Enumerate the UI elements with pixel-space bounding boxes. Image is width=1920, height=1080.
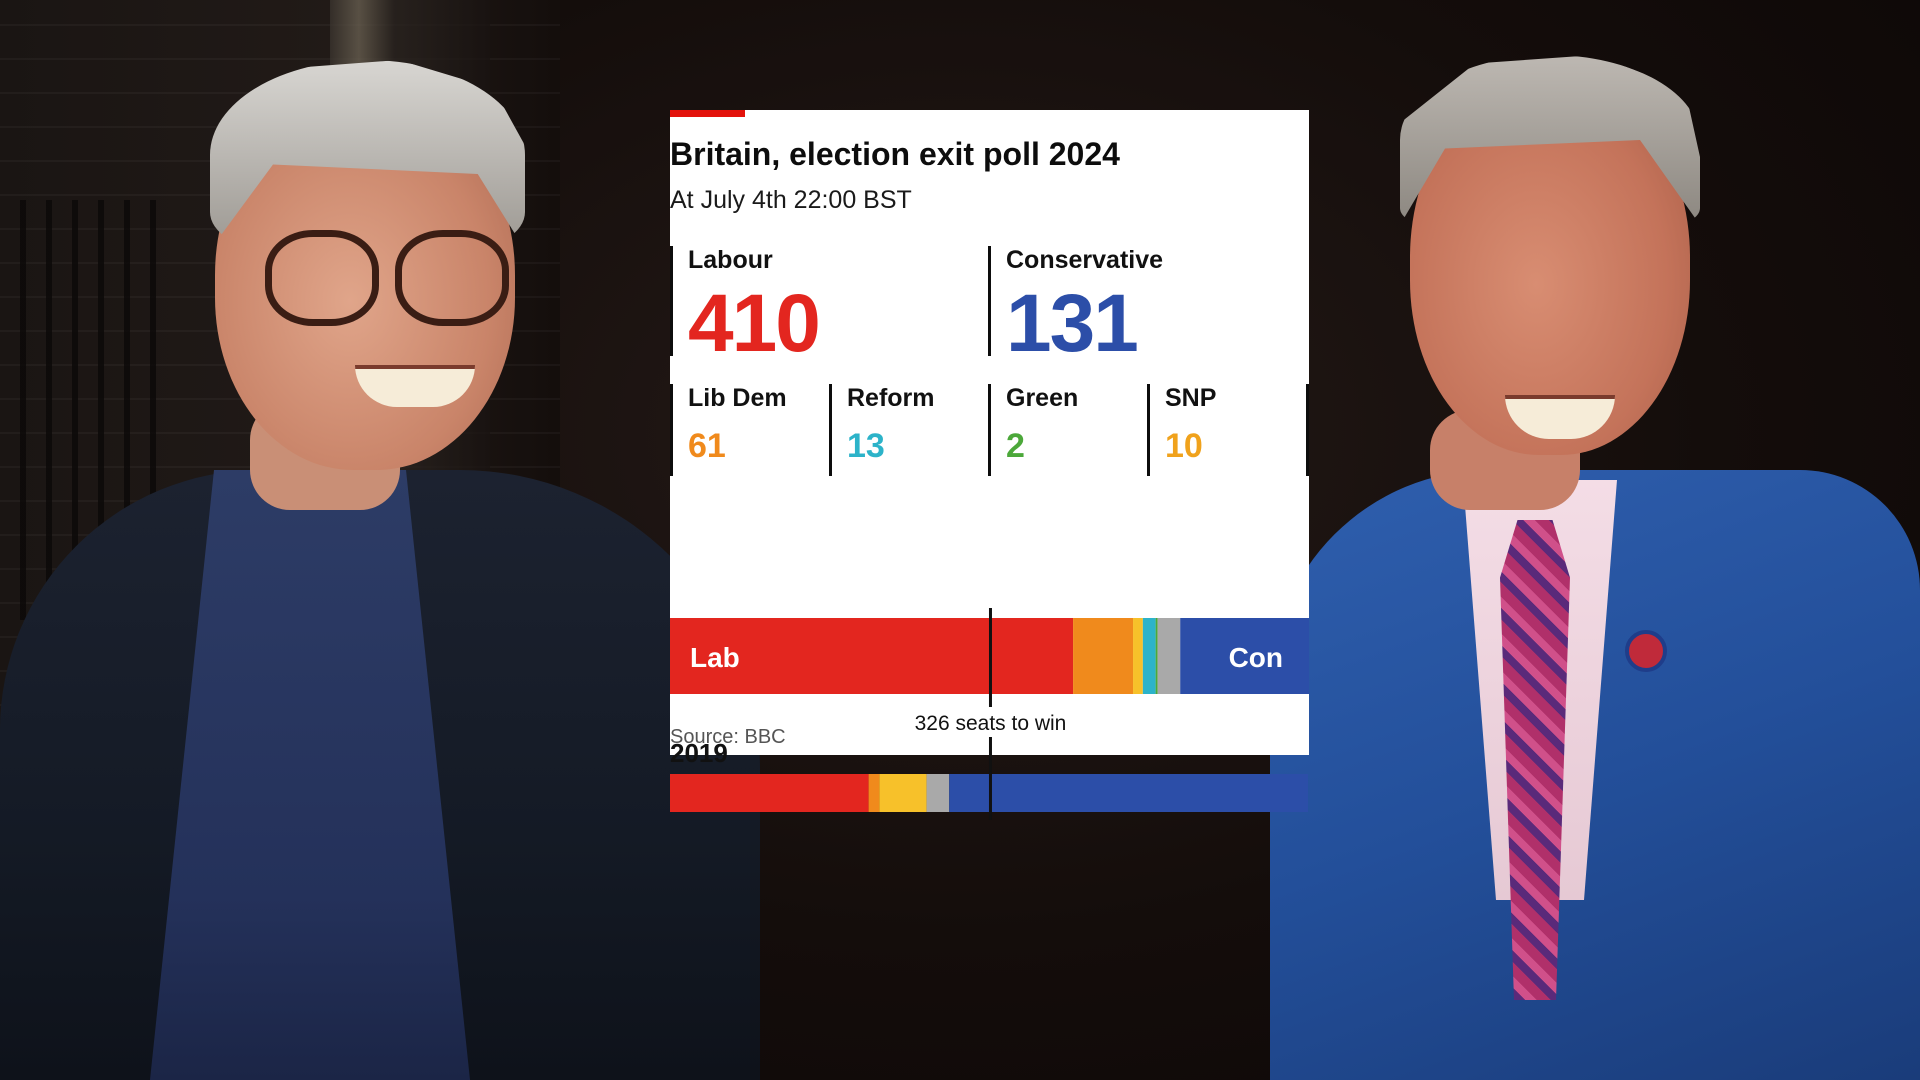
- party-name-green: Green: [1006, 384, 1079, 412]
- left-person-smile: [355, 365, 475, 407]
- seats-snp: 10: [1165, 427, 1203, 465]
- party-name-reform: Reform: [847, 384, 935, 412]
- bar-2024-segment-snp: [1133, 618, 1143, 694]
- bar-label-lab: Lab: [690, 642, 740, 673]
- majority-label-bg: [908, 707, 1073, 737]
- majority-label: 326 seats to win: [915, 712, 1067, 735]
- bar-2019-segment-conservative: [949, 774, 1309, 812]
- party-libdem: Lib Dem 61: [670, 384, 787, 476]
- party-green: Green 2: [988, 384, 1078, 476]
- column-divider: [1306, 384, 1309, 476]
- bar-2019-segment-labour: [670, 774, 869, 812]
- seats-reform: 13: [847, 427, 885, 465]
- exit-poll-chart-card: Britain, election exit poll 2024 At July…: [670, 110, 1309, 820]
- year-2019-label: 2019: [670, 738, 728, 768]
- party-conservative: Conservative 131: [988, 246, 1164, 365]
- accent-bar: [670, 110, 745, 117]
- chart-title: Britain, election exit poll 2024: [670, 136, 1120, 172]
- party-name-conservative: Conservative: [1006, 246, 1164, 274]
- seats-labour: 410: [688, 278, 821, 369]
- seat-bar-chart: Lab Con 326 seats to win 2019: [670, 608, 1309, 820]
- bar-2024-segment-other: [1157, 618, 1181, 694]
- bar-label-con: Con: [1229, 642, 1283, 673]
- bar-2024-segment-lib-dem: [1073, 618, 1134, 694]
- bar-2024-segment-green: [1155, 618, 1158, 694]
- bar-2024-segment-conservative: [1180, 618, 1309, 694]
- party-labour: Labour 410: [670, 246, 821, 365]
- right-person-tie: [1500, 520, 1570, 1000]
- seats-libdem: 61: [688, 427, 726, 465]
- party-name-labour: Labour: [688, 246, 773, 274]
- party-reform: Reform 13: [829, 384, 935, 476]
- bar-2019-segment-lib-dem: [868, 774, 880, 812]
- glasses-icon: [265, 230, 510, 326]
- bar-2019-segment-other: [926, 774, 950, 812]
- bar-2024-segment-reform: [1142, 618, 1156, 694]
- bar-2024-segment-labour: [670, 618, 1074, 694]
- lapel-pin-icon: [1625, 630, 1667, 672]
- seats-green: 2: [1006, 427, 1025, 465]
- party-name-libdem: Lib Dem: [688, 384, 787, 412]
- bar-2019-segment-snp: [879, 774, 927, 812]
- chart-source: Source: BBC: [670, 726, 786, 748]
- party-name-snp: SNP: [1165, 384, 1217, 412]
- seats-conservative: 131: [1006, 278, 1139, 369]
- party-snp: SNP 10: [1147, 384, 1216, 476]
- chart-subtitle: At July 4th 22:00 BST: [670, 186, 912, 214]
